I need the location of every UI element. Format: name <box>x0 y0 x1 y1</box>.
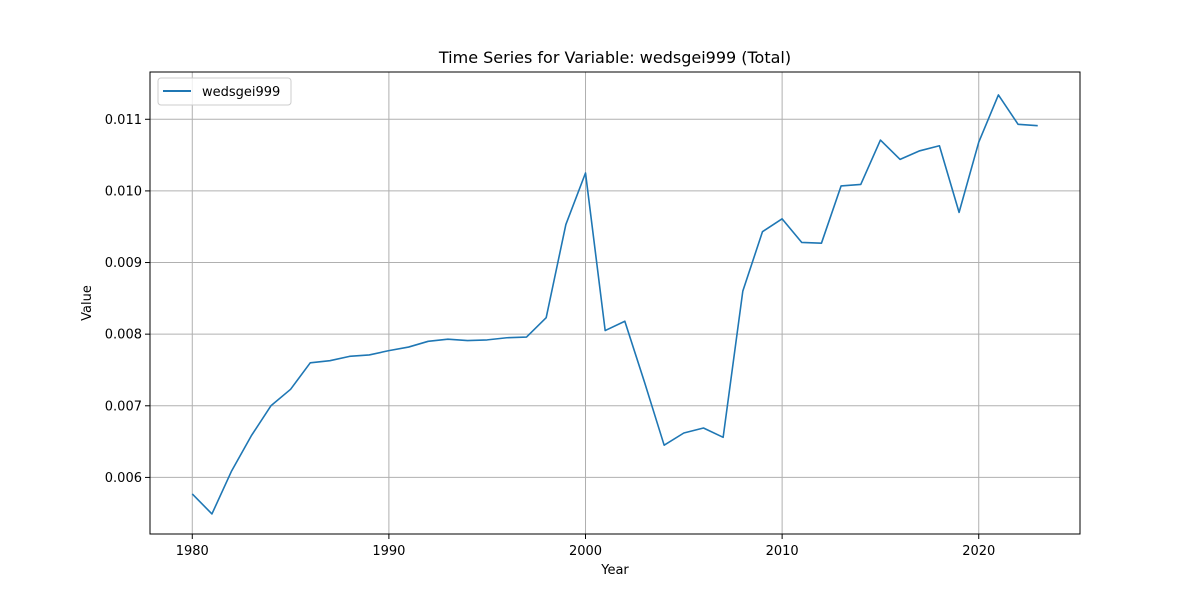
x-tick-label: 2020 <box>962 544 995 559</box>
grid <box>150 72 1080 534</box>
chart-title: Time Series for Variable: wedsgei999 (To… <box>438 48 791 67</box>
plot-frame <box>149 71 1081 535</box>
legend-box <box>157 77 292 106</box>
x-tick-label: 1980 <box>176 544 209 559</box>
series-line <box>191 94 1038 515</box>
y-tick-label: 0.010 <box>105 184 142 199</box>
series-layer <box>191 94 1038 515</box>
x-axis-label: Year <box>600 563 629 578</box>
y-tick-label: 0.008 <box>105 328 142 343</box>
x-tick-label: 2010 <box>766 544 799 559</box>
y-tick-label: 0.009 <box>105 256 142 271</box>
x-tick-label: 1990 <box>372 544 405 559</box>
x-tick-label: 2000 <box>569 544 602 559</box>
ticks: 1980 1990 2000 2010 2020 0.006 0.007 0.008 0.009… <box>105 113 996 559</box>
legend: wedsgei999 <box>157 77 292 106</box>
y-axis-label: Value <box>80 285 95 321</box>
legend-label: wedsgei999 <box>202 85 280 100</box>
y-tick-label: 0.007 <box>105 399 142 414</box>
y-tick-label: 0.011 <box>105 113 142 128</box>
y-tick-label: 0.006 <box>105 471 142 486</box>
